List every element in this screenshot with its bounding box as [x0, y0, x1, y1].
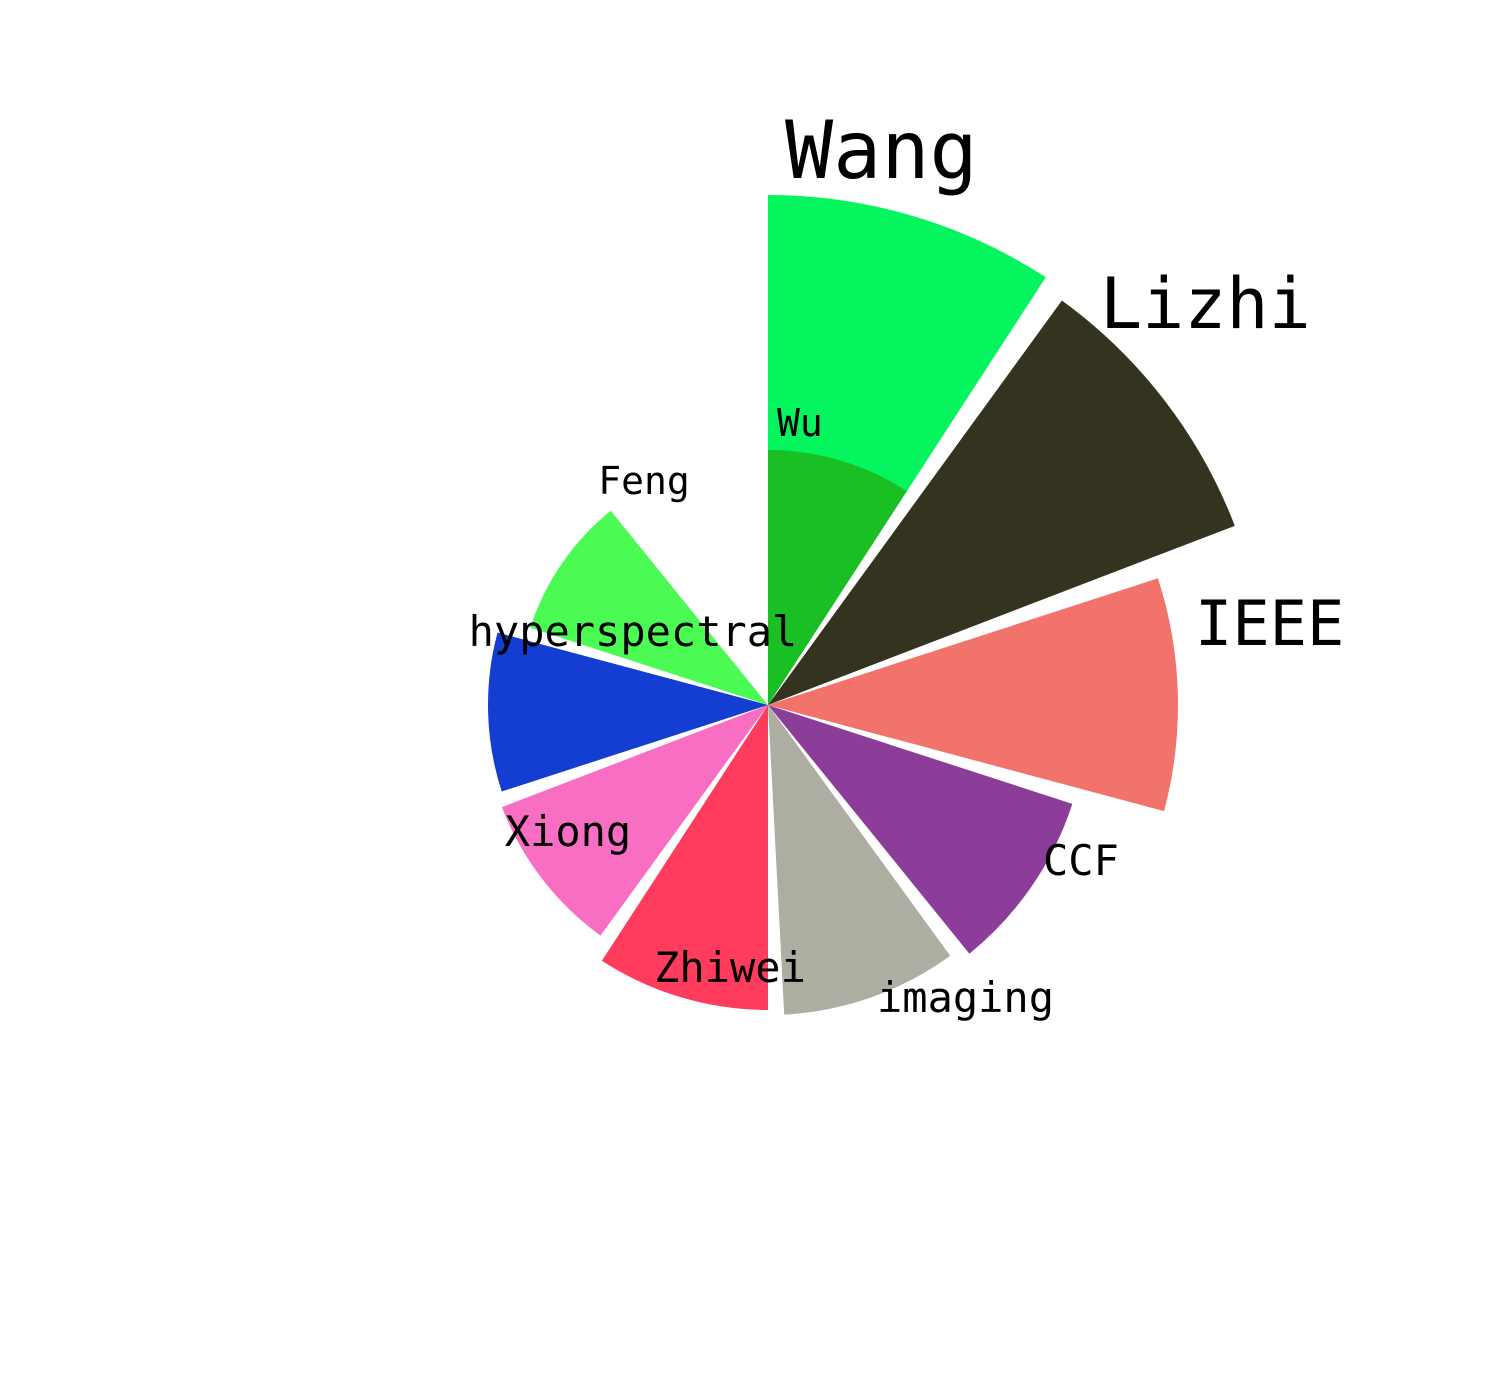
wedge-ccf	[768, 705, 1073, 954]
label-feng: Feng	[598, 459, 690, 503]
label-wu: Wu	[777, 401, 823, 445]
wedge-zhiwei	[601, 705, 768, 1010]
label-imaging: imaging	[877, 973, 1054, 1022]
wedge-imaging	[768, 705, 951, 1015]
label-lizhi: Lizhi	[1100, 263, 1311, 345]
label-xiong: Xiong	[505, 807, 631, 856]
wedge-wu	[768, 450, 907, 705]
wedge-ieee	[768, 578, 1178, 812]
label-wang: Wang	[785, 104, 978, 197]
wedge-lizhi	[768, 300, 1235, 705]
wedge-feng	[530, 510, 768, 705]
label-hyperspectral: hyperspectral	[469, 607, 798, 656]
label-zhiwei: Zhiwei	[654, 943, 806, 992]
label-ieee: IEEE	[1195, 587, 1344, 660]
wedge-xiong	[501, 705, 768, 936]
labels-group: Wang Lizhi IEEE CCF imaging Zhiwei Xiong hypers…	[469, 104, 1345, 1022]
label-ccf: CCF	[1043, 836, 1119, 885]
wedges-group	[487, 195, 1235, 1015]
wedge-hyperspectral	[487, 632, 768, 792]
